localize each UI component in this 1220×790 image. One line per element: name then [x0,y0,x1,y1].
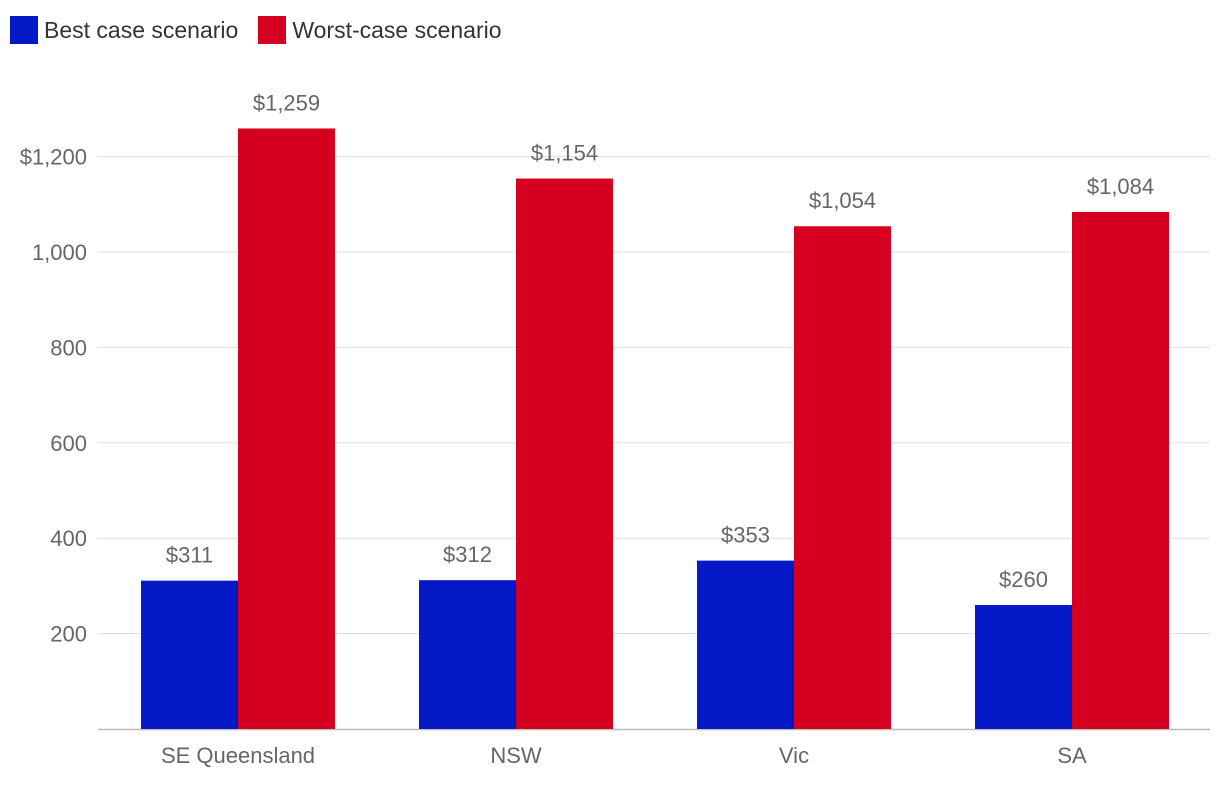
legend-label-best-case: Best case scenario [44,16,239,43]
x-category-label: Vic [779,743,809,768]
x-category-label: SA [1057,743,1087,768]
data-label-worst-case: $1,154 [531,141,598,166]
bar-worst-case [794,226,891,729]
y-tick-label: 1,000 [32,240,87,265]
data-label-worst-case: $1,259 [253,90,320,115]
x-category-label: SE Queensland [161,743,315,768]
legend-swatch-best-case [10,16,38,44]
y-tick-label: 200 [50,622,87,647]
chart-legend: Best case scenario Worst-case scenario [10,14,522,46]
y-tick-label: 800 [50,335,87,360]
data-label-best-case: $312 [443,542,492,567]
data-label-worst-case: $1,084 [1087,174,1154,199]
legend-swatch-worst-case [258,16,287,44]
bar-worst-case [1072,211,1169,729]
bar-best-case [141,580,238,729]
bar-worst-case [238,128,335,729]
y-tick-label: $1,200 [20,145,87,170]
data-label-best-case: $353 [721,523,770,548]
data-label-best-case: $260 [999,567,1048,592]
y-tick-label: 600 [50,431,87,456]
bar-best-case [419,580,516,729]
bar-best-case [697,560,794,729]
legend-item-worst-case[interactable]: Worst-case scenario [258,16,502,44]
y-tick-label: 400 [50,526,87,551]
bar-worst-case [516,178,613,730]
legend-label-worst-case: Worst-case scenario [292,16,502,43]
bar-best-case [975,604,1072,729]
legend-item-best-case[interactable]: Best case scenario [10,16,238,44]
data-label-worst-case: $1,054 [809,188,876,213]
data-label-best-case: $311 [166,543,213,568]
x-category-label: NSW [490,743,542,768]
